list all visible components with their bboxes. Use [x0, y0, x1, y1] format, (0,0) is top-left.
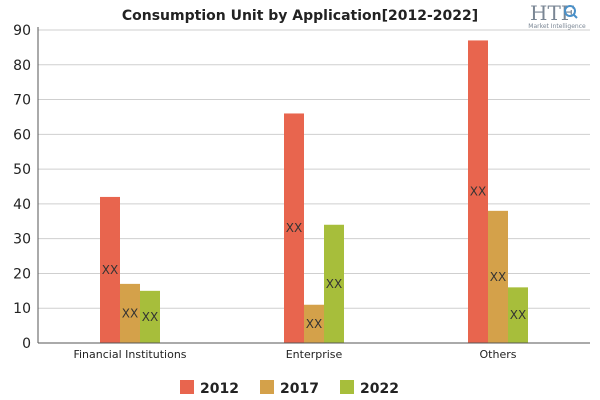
- y-tick-label: 80: [13, 58, 31, 74]
- y-tick-label: 20: [13, 266, 31, 282]
- legend-label: 2012: [200, 381, 239, 397]
- legend-swatch: [180, 380, 194, 394]
- data-label: XX: [470, 185, 486, 199]
- bar-2017-0: [120, 283, 140, 343]
- magnifier-icon: [564, 5, 578, 19]
- legend-label: 2022: [360, 381, 399, 397]
- y-tick-label: 60: [13, 127, 31, 143]
- legend: 2012 2017 2022: [180, 380, 399, 397]
- category-label: Others: [480, 348, 517, 361]
- legend-item-2012: 2012: [180, 380, 239, 397]
- bars: [100, 40, 528, 343]
- bar-2022-0: [140, 290, 160, 343]
- bar-2012-2: [468, 40, 488, 343]
- y-axis-ticks: 0 10 20 30 40 50 60 70 80 90: [13, 23, 31, 352]
- chart-title: Consumption Unit by Application[2012-202…: [122, 8, 478, 24]
- y-tick-label: 90: [13, 23, 31, 39]
- data-label: XX: [306, 317, 322, 331]
- data-label: XX: [142, 310, 158, 324]
- y-tick-label: 70: [13, 93, 31, 109]
- data-label: XX: [490, 270, 506, 284]
- bar-2012-1: [284, 113, 304, 343]
- data-label: XX: [510, 308, 526, 322]
- bar-2017-2: [488, 210, 508, 343]
- bar-2022-2: [508, 287, 528, 343]
- data-label: XX: [122, 306, 138, 320]
- x-axis-categories: Financial Institutions Enterprise Others: [73, 348, 516, 361]
- bar-2012-0: [100, 196, 120, 343]
- data-label: XX: [286, 221, 302, 235]
- y-tick-label: 40: [13, 197, 31, 213]
- legend-label: 2017: [280, 381, 319, 397]
- y-tick-label: 30: [13, 232, 31, 248]
- data-label: XX: [102, 263, 118, 277]
- legend-item-2017: 2017: [260, 380, 319, 397]
- category-label: Financial Institutions: [73, 348, 186, 361]
- y-tick-label: 0: [22, 336, 31, 352]
- legend-swatch: [340, 380, 354, 394]
- legend-swatch: [260, 380, 274, 394]
- category-label: Enterprise: [286, 348, 343, 361]
- data-labels: XX XX XX XX XX XX XX XX XX: [102, 185, 526, 331]
- logo-text: HTF: [530, 1, 575, 25]
- bar-2017-1: [304, 304, 324, 343]
- data-label: XX: [326, 277, 342, 291]
- bar-2022-1: [324, 224, 344, 343]
- legend-item-2022: 2022: [340, 380, 399, 397]
- y-tick-label: 10: [13, 301, 31, 317]
- htf-logo: HTF Market Intelligence: [528, 1, 586, 30]
- y-tick-label: 50: [13, 162, 31, 178]
- logo-subtext: Market Intelligence: [528, 23, 586, 30]
